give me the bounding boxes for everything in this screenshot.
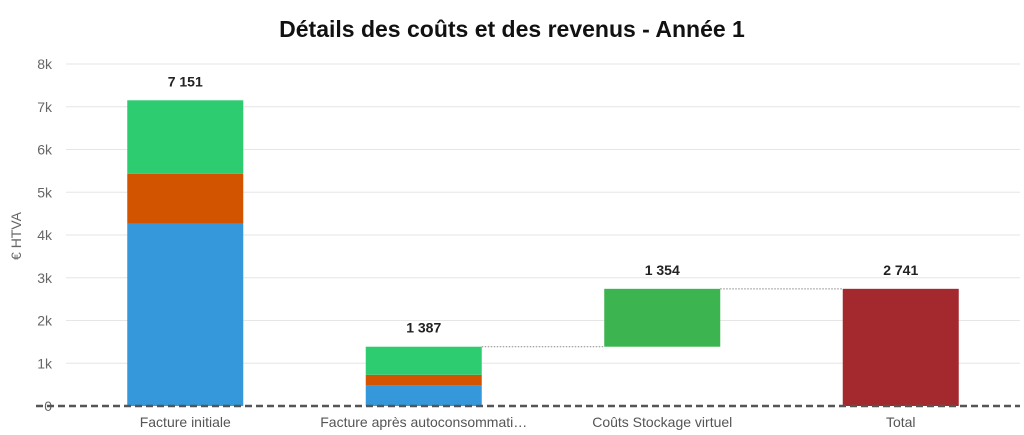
data-label: 1 354 xyxy=(645,262,680,278)
bar-segment xyxy=(127,223,244,406)
y-axis-label: € HTVA xyxy=(8,211,24,260)
x-tick-label: Coûts Stockage virtuel xyxy=(592,414,732,430)
y-tick-label: 6k xyxy=(37,142,53,158)
bar-segment xyxy=(365,374,482,386)
y-tick-label: 1k xyxy=(37,355,53,371)
bar xyxy=(604,288,721,347)
bar-segment xyxy=(127,100,244,174)
bar xyxy=(365,346,482,406)
data-label: 1 387 xyxy=(406,320,441,336)
bars xyxy=(127,100,959,406)
y-axis-ticks: 01k2k3k4k5k6k7k8k xyxy=(37,56,53,414)
bar xyxy=(842,288,959,406)
x-tick-label: Facture initiale xyxy=(140,414,231,430)
bar-segment xyxy=(842,288,959,406)
bar-segment xyxy=(365,385,482,406)
data-label: 2 741 xyxy=(883,262,918,278)
y-tick-label: 7k xyxy=(37,99,53,115)
bar-segment xyxy=(127,173,244,224)
data-label: 7 151 xyxy=(168,73,203,89)
bar-segment xyxy=(604,288,721,347)
bar xyxy=(127,100,244,406)
bar-segment xyxy=(365,346,482,375)
y-tick-label: 5k xyxy=(37,184,53,200)
y-tick-label: 3k xyxy=(37,270,53,286)
connectors xyxy=(481,288,843,348)
y-tick-label: 2k xyxy=(37,313,53,329)
x-axis-ticks: Facture initiale Facture après autoconsom… xyxy=(140,414,916,430)
y-tick-label: 8k xyxy=(37,56,53,72)
x-tick-label: Facture après autoconsommati… xyxy=(320,414,527,430)
x-tick-label: Total xyxy=(886,414,916,430)
y-tick-label: 4k xyxy=(37,227,53,243)
data-labels: 7 151 1 387 1 354 2 741 xyxy=(168,73,919,335)
chart-title: Détails des coûts et des revenus - Année… xyxy=(279,16,745,42)
